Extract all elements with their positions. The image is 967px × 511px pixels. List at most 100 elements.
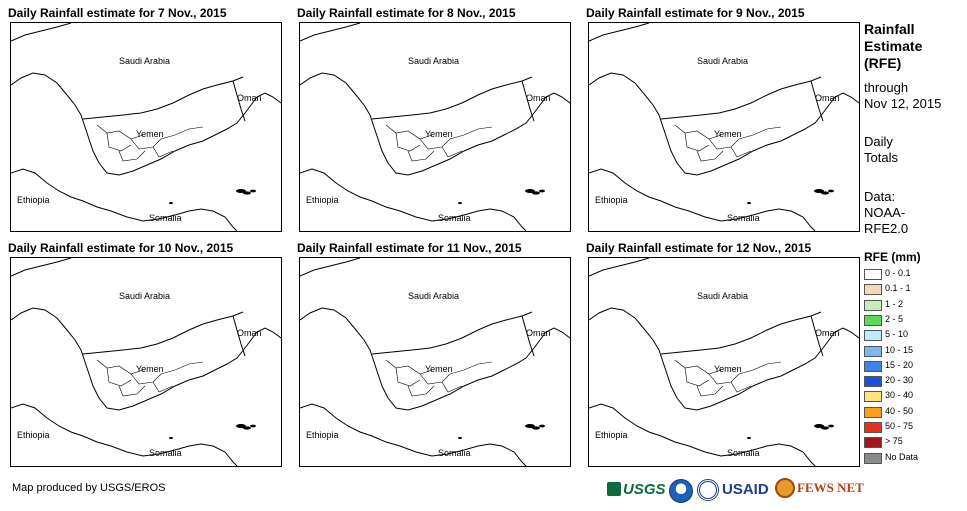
usaid-seal-icon bbox=[697, 479, 719, 501]
basemap bbox=[11, 23, 281, 231]
usaid-text: USAID bbox=[722, 481, 769, 498]
governorate-border bbox=[407, 385, 435, 397]
panel-title: Daily Rainfall estimate for 12 Nov., 201… bbox=[586, 241, 812, 255]
label-saudi-arabia: Saudi Arabia bbox=[408, 56, 460, 66]
governorate-border bbox=[684, 367, 710, 387]
legend-label: 50 - 75 bbox=[885, 421, 914, 431]
governorate-border bbox=[696, 385, 724, 397]
basemap bbox=[300, 23, 570, 231]
border-yemen-oman bbox=[232, 315, 246, 357]
label-oman: Oman bbox=[815, 328, 840, 338]
title-line: Estimate bbox=[864, 38, 923, 54]
coastline-arabia bbox=[11, 307, 281, 411]
governorate-border bbox=[152, 146, 174, 158]
governorate-border bbox=[730, 146, 752, 158]
island bbox=[532, 426, 540, 430]
governorate-border bbox=[419, 373, 451, 385]
panel-title: Daily Rainfall estimate for 8 Nov., 2015 bbox=[297, 6, 516, 20]
map-frame: Saudi Arabia Oman Yemen Ethiopia Somalia bbox=[299, 22, 571, 232]
map-panel-nov11: Daily Rainfall estimate for 11 Nov., 201… bbox=[297, 241, 572, 467]
map-frame: Saudi Arabia Oman Yemen Ethiopia Somalia bbox=[10, 22, 282, 232]
governorate-border bbox=[395, 132, 421, 152]
coastline-africa bbox=[300, 403, 527, 466]
governorate-border bbox=[385, 124, 433, 140]
governorate-border bbox=[152, 381, 174, 393]
legend-swatch bbox=[864, 391, 882, 403]
basemap bbox=[11, 258, 281, 466]
island bbox=[169, 437, 173, 439]
governorate-border bbox=[449, 126, 493, 140]
panel-title: Daily Rainfall estimate for 7 Nov., 2015 bbox=[8, 6, 227, 20]
legend-label: 20 - 30 bbox=[885, 375, 914, 386]
label-yemen: Yemen bbox=[714, 129, 742, 139]
island bbox=[250, 189, 256, 193]
border-yemen-oman bbox=[810, 80, 824, 122]
island bbox=[243, 426, 251, 430]
fewsnet-text: FEWS NET bbox=[797, 480, 864, 495]
island bbox=[458, 202, 462, 204]
coastline-africa bbox=[589, 403, 816, 466]
legend-label: 0 - 0.1 bbox=[885, 268, 911, 278]
coastline-north bbox=[589, 23, 650, 42]
legend-label: 2 - 5 bbox=[885, 313, 904, 324]
label-ethiopia: Ethiopia bbox=[595, 195, 628, 205]
label-ethiopia: Ethiopia bbox=[306, 430, 339, 440]
island bbox=[747, 437, 751, 439]
coastline-arabia bbox=[300, 307, 570, 411]
label-somalia: Somalia bbox=[149, 448, 182, 458]
legend-swatch bbox=[864, 376, 882, 388]
sidebar-daily: Daily Totals bbox=[864, 134, 964, 166]
governorate-border bbox=[708, 138, 740, 150]
legend-swatch bbox=[864, 345, 882, 357]
usgs-text: USGS bbox=[623, 480, 666, 498]
border-saudi-yemen bbox=[82, 76, 244, 120]
governorate-border bbox=[407, 150, 435, 162]
governorate-border bbox=[160, 361, 204, 375]
label-somalia: Somalia bbox=[438, 213, 471, 223]
map-panel-nov10: Daily Rainfall estimate for 10 Nov., 201… bbox=[8, 241, 283, 467]
legend-label: 1 - 2 bbox=[885, 298, 904, 309]
label-oman: Oman bbox=[526, 328, 551, 338]
governorate-border bbox=[118, 385, 146, 397]
coastline-arabia bbox=[11, 72, 281, 176]
governorate-border bbox=[441, 146, 463, 158]
island bbox=[821, 191, 829, 195]
panel-title: Daily Rainfall estimate for 9 Nov., 2015 bbox=[586, 6, 805, 20]
island bbox=[539, 189, 545, 193]
map-panel-nov12: Daily Rainfall estimate for 12 Nov., 201… bbox=[586, 241, 861, 467]
legend-label: 0.1 - 1 bbox=[885, 283, 911, 294]
label-yemen: Yemen bbox=[714, 364, 742, 374]
island bbox=[828, 424, 834, 428]
map-panel-nov9: Daily Rainfall estimate for 9 Nov., 2015… bbox=[586, 6, 861, 232]
sidebar-date: through Nov 12, 2015 bbox=[864, 80, 964, 112]
governorate-border bbox=[419, 138, 451, 150]
legend-label: 10 - 15 bbox=[885, 344, 914, 355]
border-saudi-yemen bbox=[371, 311, 533, 355]
island bbox=[747, 202, 751, 204]
island bbox=[236, 424, 246, 428]
label-ethiopia: Ethiopia bbox=[306, 195, 339, 205]
island bbox=[169, 202, 173, 204]
label-somalia: Somalia bbox=[149, 213, 182, 223]
legend-label: 40 - 50 bbox=[885, 405, 914, 416]
coastline-arabia bbox=[589, 307, 859, 411]
governorate-border bbox=[684, 132, 710, 152]
data-text: Data: bbox=[864, 189, 896, 204]
island bbox=[525, 424, 535, 428]
legend-swatch bbox=[864, 330, 882, 342]
island bbox=[525, 189, 535, 193]
island bbox=[458, 437, 462, 439]
governorate-border bbox=[441, 381, 463, 393]
governorate-border bbox=[106, 132, 132, 152]
legend-swatch bbox=[864, 452, 882, 464]
data-text: NOAA- bbox=[864, 205, 906, 220]
coastline-arabia bbox=[300, 72, 570, 176]
coastline-africa bbox=[589, 168, 816, 231]
map-panel-nov8: Daily Rainfall estimate for 8 Nov., 2015… bbox=[297, 6, 572, 232]
basemap bbox=[589, 258, 859, 466]
credit-text: Map produced by USGS/EROS bbox=[12, 482, 166, 494]
island bbox=[821, 426, 829, 430]
coastline-north bbox=[300, 23, 361, 42]
fewsnet-logo: FEWS NET bbox=[775, 478, 864, 502]
legend-label: > 75 bbox=[885, 436, 903, 447]
